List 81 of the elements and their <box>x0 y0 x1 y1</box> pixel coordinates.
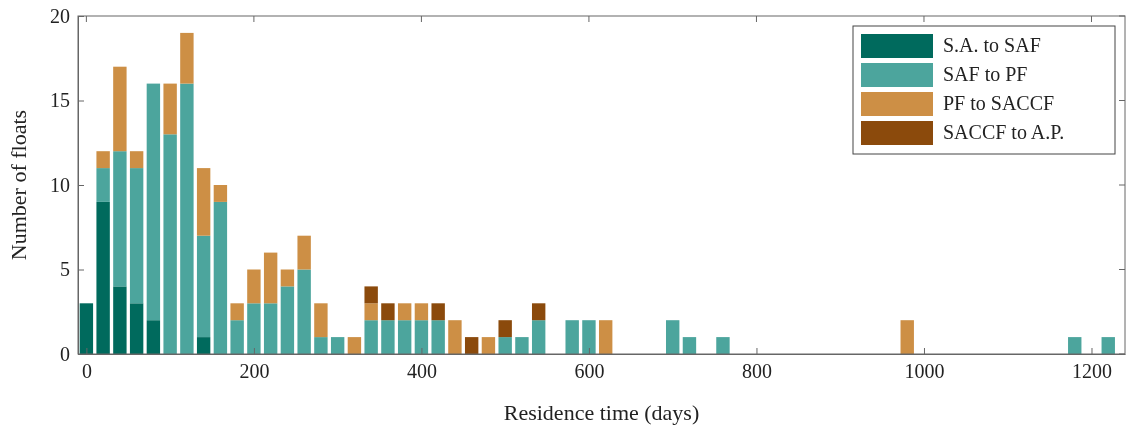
y-tick-label: 0 <box>60 342 70 365</box>
bar <box>146 83 161 321</box>
bar <box>196 168 211 236</box>
bar <box>364 320 378 354</box>
x-tick-label: 800 <box>741 360 772 383</box>
bar <box>531 320 546 354</box>
bar <box>280 286 295 354</box>
bar <box>196 337 211 354</box>
legend-label: S.A. to SAF <box>943 34 1041 56</box>
bar <box>129 303 144 354</box>
bar <box>682 337 697 354</box>
bar <box>498 320 512 338</box>
bar <box>263 252 278 304</box>
bar <box>297 269 311 354</box>
bar <box>381 303 395 321</box>
bar <box>213 201 228 354</box>
bar <box>598 320 613 354</box>
bar <box>397 303 412 321</box>
bar <box>381 320 395 354</box>
bar <box>263 303 278 354</box>
bar <box>129 168 144 304</box>
bar <box>1068 337 1082 354</box>
bar <box>96 151 110 169</box>
bar <box>113 66 127 152</box>
y-tick-label: 10 <box>50 173 70 196</box>
bar <box>431 320 445 354</box>
x-tick-label: 200 <box>239 360 270 383</box>
bar <box>213 185 228 202</box>
bar <box>163 134 177 354</box>
bar <box>531 303 546 321</box>
bar <box>247 269 261 304</box>
bar <box>330 337 345 354</box>
bar <box>129 151 144 169</box>
y-tick-label: 15 <box>50 89 70 112</box>
bar <box>146 320 161 354</box>
bar <box>515 337 529 354</box>
bar <box>1101 337 1115 354</box>
y-tick-label: 5 <box>60 258 70 281</box>
y-axis-title: Number of floats <box>6 109 31 261</box>
bar <box>96 201 110 354</box>
bar <box>297 235 311 270</box>
bar <box>364 286 378 304</box>
bar <box>230 320 244 354</box>
bar <box>113 151 127 287</box>
bar <box>314 303 328 338</box>
bar <box>666 320 680 354</box>
x-tick-label: 1000 <box>904 360 945 383</box>
bar <box>464 337 479 354</box>
legend-label: PF to SACCF <box>943 92 1055 114</box>
bar <box>448 320 462 354</box>
x-tick-label: 0 <box>81 360 92 383</box>
bar <box>280 269 295 287</box>
x-axis-title: Residence time (days) <box>503 400 700 425</box>
bar <box>582 320 596 354</box>
legend-label: SACCF to A.P. <box>943 121 1065 143</box>
bar <box>79 303 94 354</box>
bar <box>314 337 328 354</box>
bar <box>180 83 194 354</box>
bar <box>196 235 211 338</box>
bar <box>163 83 177 135</box>
bar <box>414 320 429 354</box>
bar <box>431 303 445 321</box>
bar <box>347 337 362 354</box>
bar <box>565 320 579 354</box>
bar <box>96 168 110 202</box>
x-tick-label: 600 <box>574 360 605 383</box>
bar <box>900 320 914 354</box>
bar <box>498 337 512 354</box>
bar <box>247 303 261 354</box>
bar <box>481 337 496 354</box>
x-tick-label: 400 <box>406 360 437 383</box>
bar <box>180 32 194 84</box>
y-tick-label: 20 <box>50 4 70 27</box>
x-tick-label: 1200 <box>1072 360 1112 383</box>
bar <box>716 337 730 354</box>
bar <box>113 286 127 354</box>
bar <box>397 320 412 354</box>
bar <box>364 303 378 321</box>
legend-label: SAF to PF <box>943 63 1028 85</box>
bar <box>414 303 429 321</box>
bar <box>230 303 244 321</box>
